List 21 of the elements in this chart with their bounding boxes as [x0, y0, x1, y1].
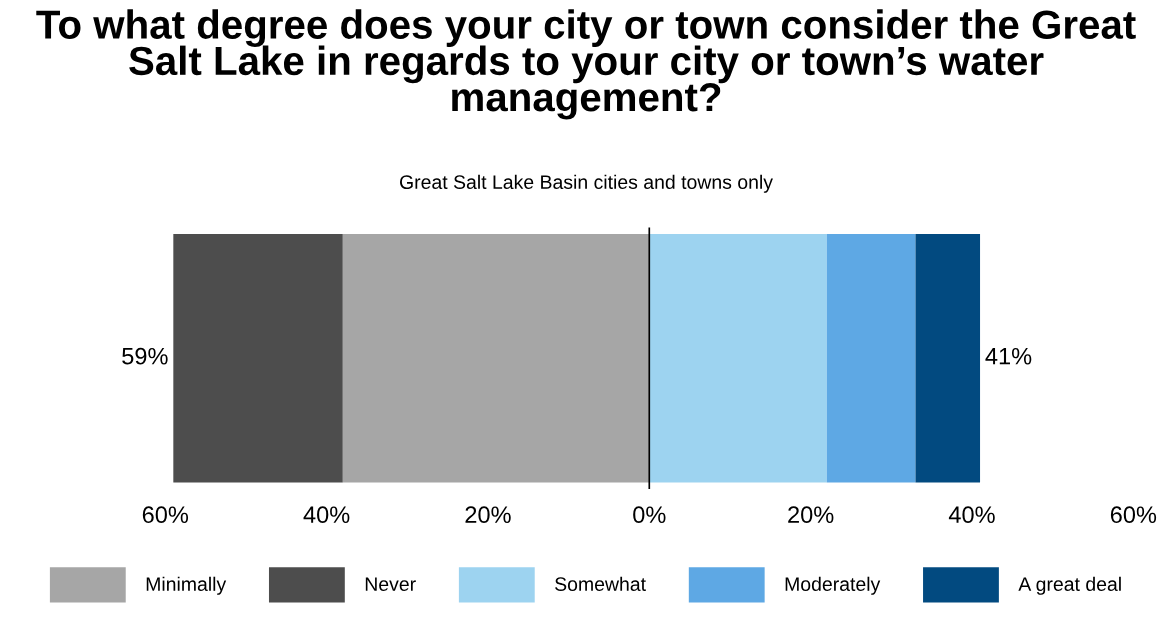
bar	[173, 233, 343, 483]
chart-title: To what degree does your city or town consider the Great Salt Lake in regards to your city or town’s water management?	[36, 9, 1136, 120]
x-tick-label: 40%	[303, 506, 350, 524]
bar	[915, 233, 981, 483]
legend-label: Minimally	[146, 576, 227, 595]
x-tick-label: 20%	[788, 506, 834, 524]
legend-label: Moderately	[785, 576, 881, 595]
annotation: 41%	[985, 347, 1032, 365]
legend-label: A great deal	[1018, 576, 1121, 595]
x-tick-label: 20%	[465, 506, 511, 524]
bar	[826, 233, 916, 483]
legend-label: Never	[365, 577, 416, 592]
x-tick-label: 0%	[633, 506, 666, 524]
x-tick-label: 40%	[948, 506, 995, 524]
chart-subtitle: Great Salt Lake Basin cities and towns only	[400, 174, 773, 193]
x-tick-label: 60%	[142, 506, 189, 524]
legend-label: Somewhat	[555, 576, 646, 592]
x-tick-label: 60%	[1110, 506, 1157, 524]
annotation: 59%	[122, 347, 168, 365]
bar	[342, 233, 650, 483]
bar	[649, 233, 827, 483]
